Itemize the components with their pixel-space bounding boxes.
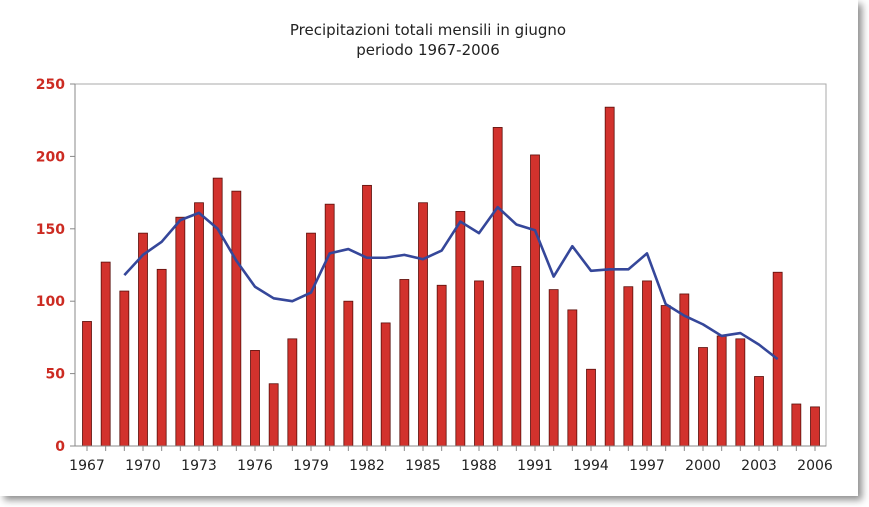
- bar-1988: [474, 280, 484, 447]
- bar-1987: [455, 211, 466, 447]
- bar-1981: [343, 300, 354, 447]
- x-tick-label: 2006: [797, 458, 833, 474]
- bar-1993: [567, 309, 578, 447]
- bar-2002: [735, 338, 746, 447]
- x-tick-label: 1991: [517, 458, 553, 474]
- bar-1968: [100, 261, 111, 447]
- x-tick-label: 1982: [349, 458, 385, 474]
- bar-1979: [306, 232, 316, 447]
- bar-1974: [212, 177, 223, 447]
- bar-1986: [436, 284, 447, 447]
- axes: [74, 84, 826, 447]
- bar-2006: [810, 406, 820, 447]
- bar-1994: [586, 368, 596, 447]
- bar-1969: [119, 290, 130, 447]
- chart-frame: Precipitazioni totali mensili in giugno …: [35, 21, 833, 474]
- bar-2000: [698, 347, 708, 447]
- chart-canvas: Precipitazioni totali mensili in giugno …: [36, 21, 833, 474]
- x-tick-label: 1970: [125, 458, 161, 474]
- bar-1975: [231, 190, 242, 447]
- x-tick-label: 1994: [573, 458, 609, 474]
- bar-1985: [418, 202, 428, 447]
- bar-1977: [268, 383, 279, 447]
- plot-area: [74, 83, 827, 447]
- bar-series: [82, 106, 820, 447]
- bar-1983: [380, 322, 391, 447]
- bar-1990: [511, 266, 522, 447]
- bar-1972: [175, 216, 186, 447]
- trend-line: [123, 205, 779, 361]
- y-tick-label: 200: [36, 149, 65, 165]
- bar-1989: [492, 127, 503, 447]
- bar-1970: [138, 232, 148, 447]
- y-tick-label: 250: [36, 77, 65, 93]
- x-tick-label: 1976: [237, 458, 273, 474]
- y-tick-label: 50: [46, 367, 66, 383]
- x-axis-ticks: 1967 1970 1973 1976 1979 1982 1985 1988 1991 1994…: [69, 446, 833, 474]
- bar-2003: [754, 376, 764, 447]
- x-tick-label: 1997: [629, 458, 665, 474]
- bar-1978: [287, 338, 298, 447]
- bar-1998: [660, 305, 671, 447]
- bar-2005: [791, 403, 802, 447]
- bar-1982: [362, 184, 372, 447]
- bar-1971: [156, 268, 167, 447]
- x-tick-label: 2003: [741, 458, 777, 474]
- bar-1991: [530, 154, 540, 447]
- x-tick-label: 2000: [685, 458, 721, 474]
- bar-1992: [548, 289, 559, 447]
- bar-1980: [324, 203, 335, 447]
- chart-title: Precipitazioni totali mensili in giugno: [290, 21, 566, 39]
- y-tick-label: 0: [55, 439, 65, 455]
- bar-1973: [194, 202, 204, 447]
- y-axis-ticks: 0 50 100 150 200 250: [36, 77, 75, 455]
- x-tick-label: 1988: [461, 458, 497, 474]
- y-tick-label: 100: [36, 294, 65, 310]
- x-tick-label: 1985: [405, 458, 441, 474]
- bar-1967: [82, 321, 92, 447]
- bar-1996: [623, 286, 634, 447]
- bar-1984: [399, 279, 410, 447]
- bar-1995: [604, 106, 615, 447]
- x-tick-label: 1979: [293, 458, 329, 474]
- bar-1997: [642, 280, 652, 447]
- bar-1976: [250, 350, 260, 447]
- y-tick-label: 150: [36, 222, 65, 238]
- bar-2001: [716, 335, 727, 447]
- chart-subtitle: periodo 1967-2006: [356, 41, 500, 59]
- x-tick-label: 1973: [181, 458, 217, 474]
- x-tick-label: 1967: [69, 458, 105, 474]
